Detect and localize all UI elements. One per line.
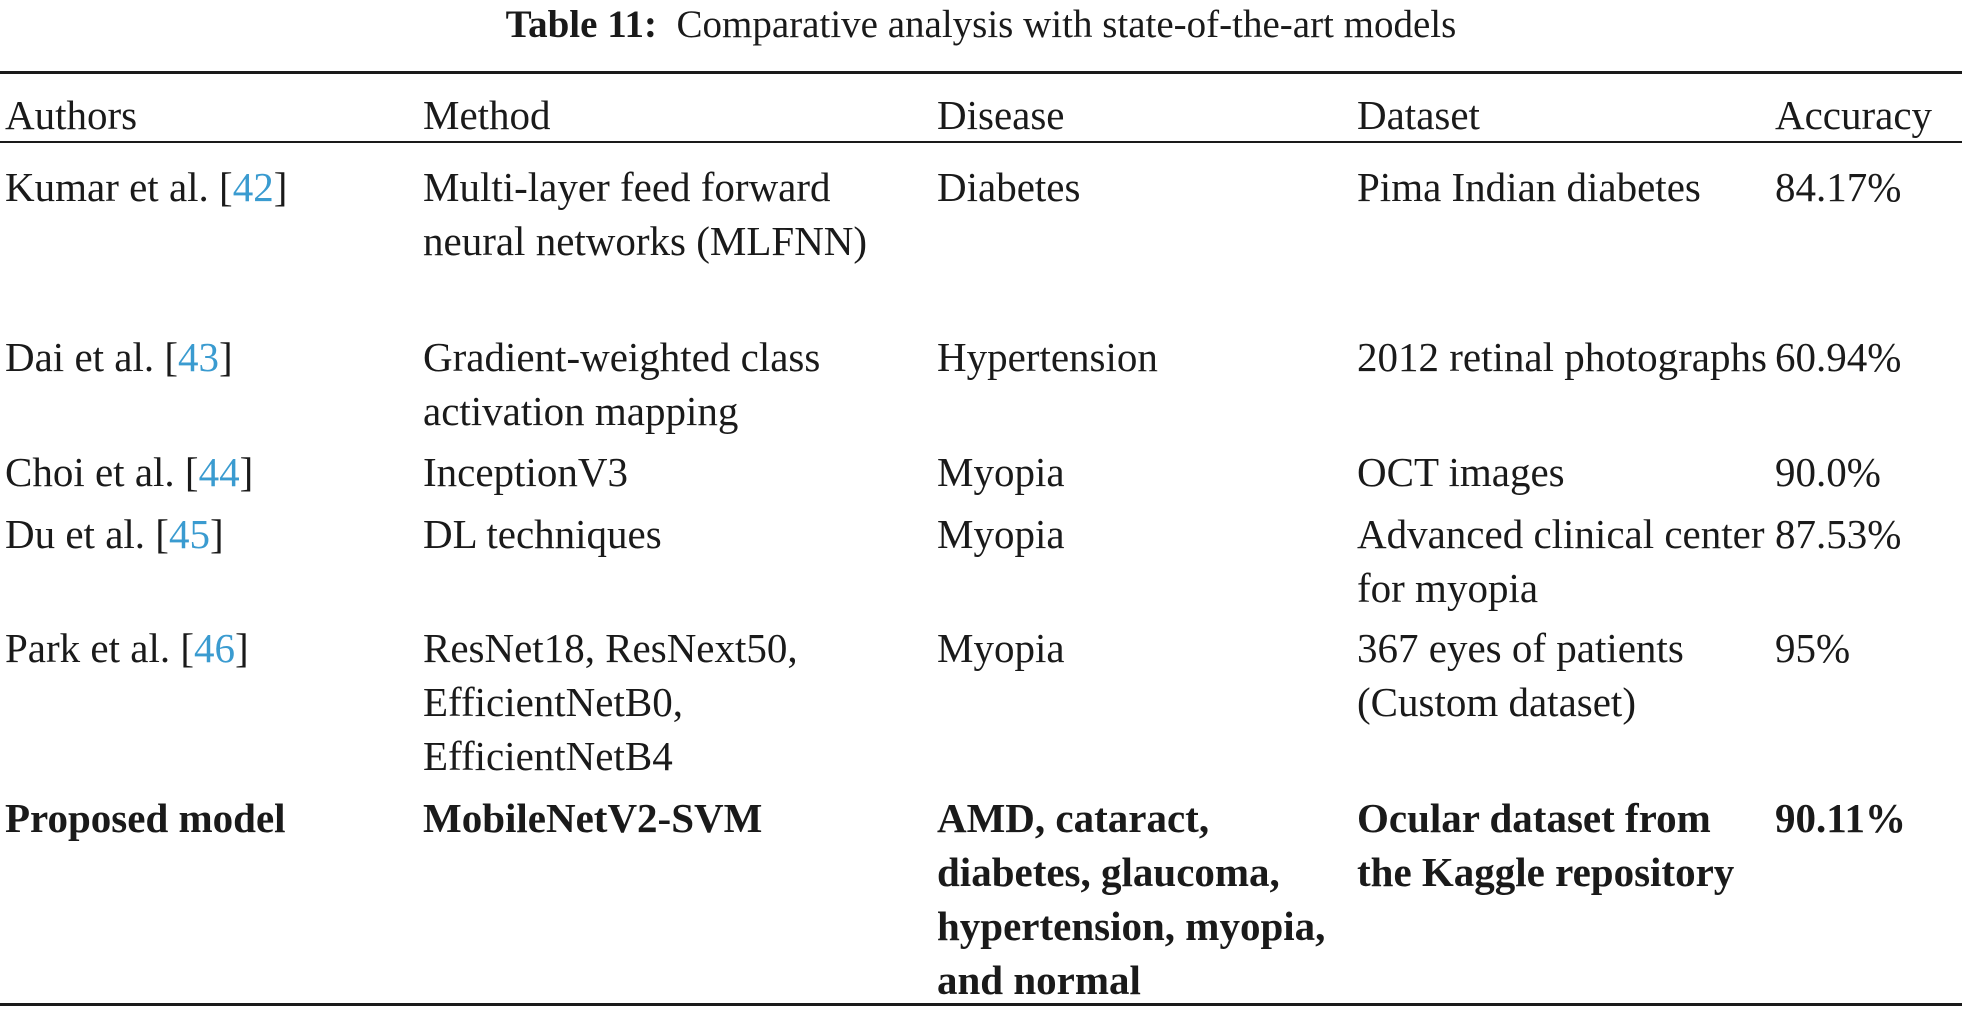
table-row: Du et al. [45] DL techniques Myopia Adva…	[5, 507, 1962, 621]
reference-link[interactable]: 43	[178, 334, 220, 380]
bottom-rule	[0, 1003, 1962, 1006]
cell-accuracy: 84.17%	[1775, 164, 1902, 210]
cell-dataset: OCT images	[1357, 449, 1565, 495]
cell-disease: Diabetes	[937, 164, 1081, 210]
reference-link[interactable]: 44	[198, 449, 240, 495]
cell-dataset: Pima Indian diabetes	[1357, 164, 1701, 210]
author-name: Park et al. [	[5, 625, 194, 671]
header-row: Authors Method Disease Dataset Accuracy	[5, 74, 1962, 141]
cell-method: DL techniques	[423, 511, 662, 557]
cell-author: Kumar et al. [42]	[5, 160, 423, 214]
cell-disease: Myopia	[937, 625, 1065, 671]
table-caption: Table 11: Comparative analysis with stat…	[0, 0, 1962, 56]
cell-method: Gradient-weighted class activation mappi…	[423, 334, 821, 434]
author-name: Du et al. [	[5, 511, 169, 557]
cell-author: Du et al. [45]	[5, 507, 423, 561]
cell-accuracy: 87.53%	[1775, 511, 1902, 557]
cell-author: Dai et al. [43]	[5, 330, 423, 384]
cell-author: Park et al. [46]	[5, 621, 423, 675]
table-row-proposed: Proposed model MobileNetV2-SVM AMD, cata…	[5, 791, 1962, 1003]
reference-link[interactable]: 45	[168, 511, 210, 557]
bracket: ]	[219, 334, 233, 380]
cell-method: InceptionV3	[423, 449, 628, 495]
caption-text: Comparative analysis with state-of-the-a…	[676, 3, 1457, 46]
cell-dataset: 367 eyes of patients (Custom dataset)	[1357, 625, 1684, 725]
cell-author: Choi et al. [44]	[5, 445, 423, 499]
header-disease: Disease	[937, 92, 1065, 138]
bracket: ]	[239, 449, 254, 495]
table-header: Authors Method Disease Dataset Accuracy	[5, 74, 1962, 141]
table-row: Park et al. [46] ResNet18, ResNext50, Ef…	[5, 621, 1962, 791]
cell-dataset: 2012 retinal photographs	[1357, 334, 1767, 380]
cell-accuracy: 90.11%	[1775, 795, 1906, 841]
author-name: Kumar et al. [	[5, 164, 233, 210]
bracket: ]	[273, 164, 288, 210]
cell-disease: Myopia	[937, 511, 1065, 557]
table-row: Kumar et al. [42] Multi-layer feed forwa…	[5, 143, 1962, 330]
header-dataset: Dataset	[1357, 92, 1480, 138]
cell-disease: AMD, cataract, diabetes, glaucoma, hyper…	[937, 795, 1326, 1003]
cell-author: Proposed model	[5, 795, 286, 841]
cell-method: MobileNetV2-SVM	[423, 795, 763, 841]
table-row: Choi et al. [44] InceptionV3 Myopia OCT …	[5, 445, 1962, 507]
header-authors: Authors	[5, 92, 138, 138]
bracket: ]	[209, 511, 224, 557]
header-accuracy: Accuracy	[1775, 92, 1933, 138]
header-method: Method	[423, 92, 551, 138]
cell-dataset: Advanced clinical center for myopia	[1357, 511, 1765, 611]
cell-accuracy: 90.0%	[1775, 449, 1881, 495]
header-rule	[0, 141, 1962, 143]
top-rule	[0, 71, 1962, 74]
cell-disease: Myopia	[937, 449, 1065, 495]
cell-dataset: Ocular dataset from the Kaggle repositor…	[1357, 795, 1735, 895]
table-body: Kumar et al. [42] Multi-layer feed forwa…	[5, 143, 1962, 1003]
cell-accuracy: 60.94%	[1775, 334, 1902, 380]
author-name: Choi et al. [	[5, 449, 199, 495]
cell-disease: Hypertension	[937, 334, 1158, 380]
caption-label: Table 11:	[505, 3, 658, 46]
author-name: Dai et al. [	[5, 334, 179, 380]
cell-method: ResNet18, ResNext50, EfficientNetB0, Eff…	[423, 625, 798, 779]
cell-method: Multi-layer feed forward neural networks…	[423, 164, 868, 264]
bracket: ]	[234, 625, 249, 671]
reference-link[interactable]: 42	[232, 164, 274, 210]
table-row: Dai et al. [43] Gradient-weighted class …	[5, 330, 1962, 445]
reference-link[interactable]: 46	[193, 625, 235, 671]
cell-accuracy: 95%	[1775, 625, 1851, 671]
